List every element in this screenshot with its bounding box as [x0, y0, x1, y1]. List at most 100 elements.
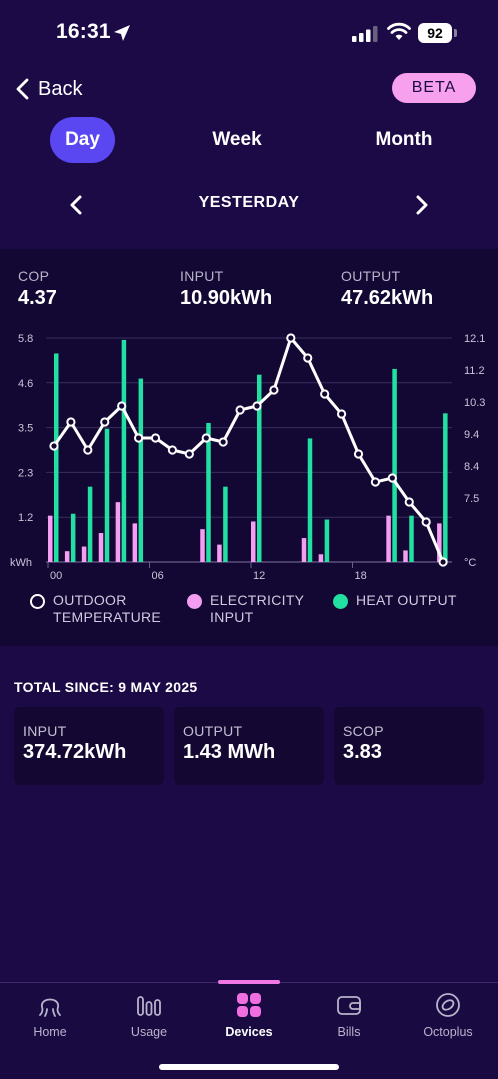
electricity-bar — [132, 523, 138, 562]
total-output-value: 1.43 MWh — [183, 741, 276, 763]
heat-output-bar — [324, 519, 330, 562]
electricity-bar — [318, 554, 324, 562]
electricity-bar — [115, 502, 121, 562]
y-left-tick-label: 2.3 — [18, 467, 33, 479]
temperature-line — [52, 336, 445, 563]
temperature-point — [320, 389, 330, 399]
nav-octoplus-label: Octoplus — [423, 1025, 473, 1039]
legend-heat-label: HEAT OUTPUT — [356, 592, 457, 608]
temperature-point — [133, 433, 144, 443]
previous-date-button[interactable] — [66, 193, 86, 217]
heat-output-bar — [257, 374, 262, 562]
legend-heat-swatch — [333, 594, 348, 609]
back-button[interactable]: Back — [14, 76, 82, 102]
total-input-label: INPUT — [23, 723, 67, 739]
temperature-point — [184, 449, 194, 459]
legend-heat[interactable]: HEAT OUTPUT — [333, 592, 476, 609]
period-tabs: Day Week Month — [0, 117, 498, 163]
nav-devices-label: Devices — [225, 1025, 273, 1039]
temperature-point — [387, 473, 397, 483]
header: Back BETA — [0, 64, 498, 112]
temperature-point — [117, 401, 127, 411]
y-right-tick-label: 11.2 — [464, 365, 485, 377]
temperature-point — [336, 409, 347, 419]
temperature-point — [83, 445, 93, 455]
output-label: OUTPUT — [341, 268, 401, 284]
total-scop-card: SCOP 3.83 — [334, 707, 484, 785]
cop-stat: COP 4.37 — [18, 268, 57, 310]
electricity-bar — [301, 538, 307, 562]
input-label: INPUT — [180, 268, 224, 284]
y-right-tick-label: 8.4 — [464, 461, 479, 473]
temperature-point — [167, 445, 178, 455]
legend-temperature[interactable]: OUTDOOR TEMPERATURE — [30, 592, 173, 626]
temperature-point — [252, 401, 262, 411]
home-indicator — [159, 1064, 339, 1070]
electricity-bar — [98, 533, 104, 562]
legend-temperature-label: OUTDOOR TEMPERATURE — [53, 592, 162, 625]
beta-badge: BETA — [392, 73, 476, 103]
temperature-point — [201, 433, 211, 443]
electricity-bar — [48, 515, 53, 562]
electricity-bar — [81, 546, 87, 562]
status-bar: 16:31 92 — [0, 0, 498, 64]
heat-output-bar — [54, 353, 59, 562]
chevron-left-icon — [16, 78, 29, 100]
legend-temperature-swatch — [30, 594, 45, 609]
y-left-tick-label: 3.5 — [18, 423, 33, 435]
back-label: Back — [38, 77, 83, 100]
electricity-bar — [251, 521, 256, 562]
nav-home-label: Home — [33, 1025, 67, 1039]
chart-legend: OUTDOOR TEMPERATURE ELECTRICITY INPUT HE… — [0, 592, 498, 632]
y-right-unit-label: °C — [464, 557, 476, 569]
heat-output-bar — [121, 339, 127, 562]
date-navigation: YESTERDAY — [0, 188, 498, 222]
electricity-bar — [200, 529, 205, 562]
cop-value: 4.37 — [18, 287, 57, 309]
temperature-point — [66, 417, 76, 427]
octoplus-coin-icon — [436, 993, 460, 1017]
tab-month[interactable]: Month — [375, 129, 433, 150]
total-scop-label: SCOP — [343, 723, 384, 739]
nav-devices[interactable]: Devices — [209, 991, 289, 1039]
cop-label: COP — [18, 268, 50, 284]
temperature-point — [218, 437, 228, 447]
x-tick-label: 00 — [50, 570, 62, 582]
legend-electricity[interactable]: ELECTRICITY INPUT — [187, 592, 330, 626]
devices-grid-icon — [237, 993, 261, 1017]
heat-output-bar — [443, 413, 448, 562]
tab-week[interactable]: Week — [212, 129, 262, 150]
chart-panel — [0, 249, 498, 646]
x-tick-label: 06 — [152, 570, 164, 582]
electricity-bar — [437, 523, 442, 562]
status-time: 16:31 — [56, 20, 111, 43]
temperature-point — [438, 557, 448, 567]
temperature-point — [303, 353, 313, 363]
x-tick-label: 12 — [253, 570, 265, 582]
battery-indicator: 92 — [418, 23, 452, 43]
y-left-tick-label: 5.8 — [18, 333, 33, 345]
heat-output-bar — [70, 513, 76, 562]
energy-chart[interactable]: 5.8 4.6 3.5 2.3 1.2 kWh 12.1 11.2 10.3 9.4 8.4 7.5 °… — [0, 326, 498, 582]
temperature-point — [49, 441, 59, 451]
y-left-tick-label: 4.6 — [18, 378, 33, 390]
nav-home[interactable]: Home — [10, 991, 90, 1039]
battery-tip — [454, 29, 457, 37]
total-output-card: OUTPUT 1.43 MWh — [174, 707, 324, 785]
nav-octoplus[interactable]: Octoplus — [408, 991, 488, 1039]
octopus-home-icon — [39, 998, 61, 1017]
totals-title: TOTAL SINCE: 9 MAY 2025 — [14, 679, 198, 695]
nav-usage[interactable]: Usage — [109, 991, 189, 1039]
nav-bills[interactable]: Bills — [309, 991, 389, 1039]
next-date-button[interactable] — [412, 193, 432, 217]
total-output-label: OUTPUT — [183, 723, 243, 739]
heat-output-bar — [87, 486, 93, 562]
heat-output-bar — [392, 368, 397, 562]
tab-day[interactable]: Day — [50, 117, 115, 163]
bottom-navigation: Home Usage Devices Bills Octoplus — [0, 980, 498, 1079]
nav-usage-label: Usage — [130, 1025, 168, 1039]
heat-output-bar — [409, 515, 414, 562]
total-input-value: 374.72kWh — [23, 741, 127, 763]
cellular-signal-icon — [352, 26, 378, 42]
total-input-card: INPUT 374.72kWh — [14, 707, 164, 785]
